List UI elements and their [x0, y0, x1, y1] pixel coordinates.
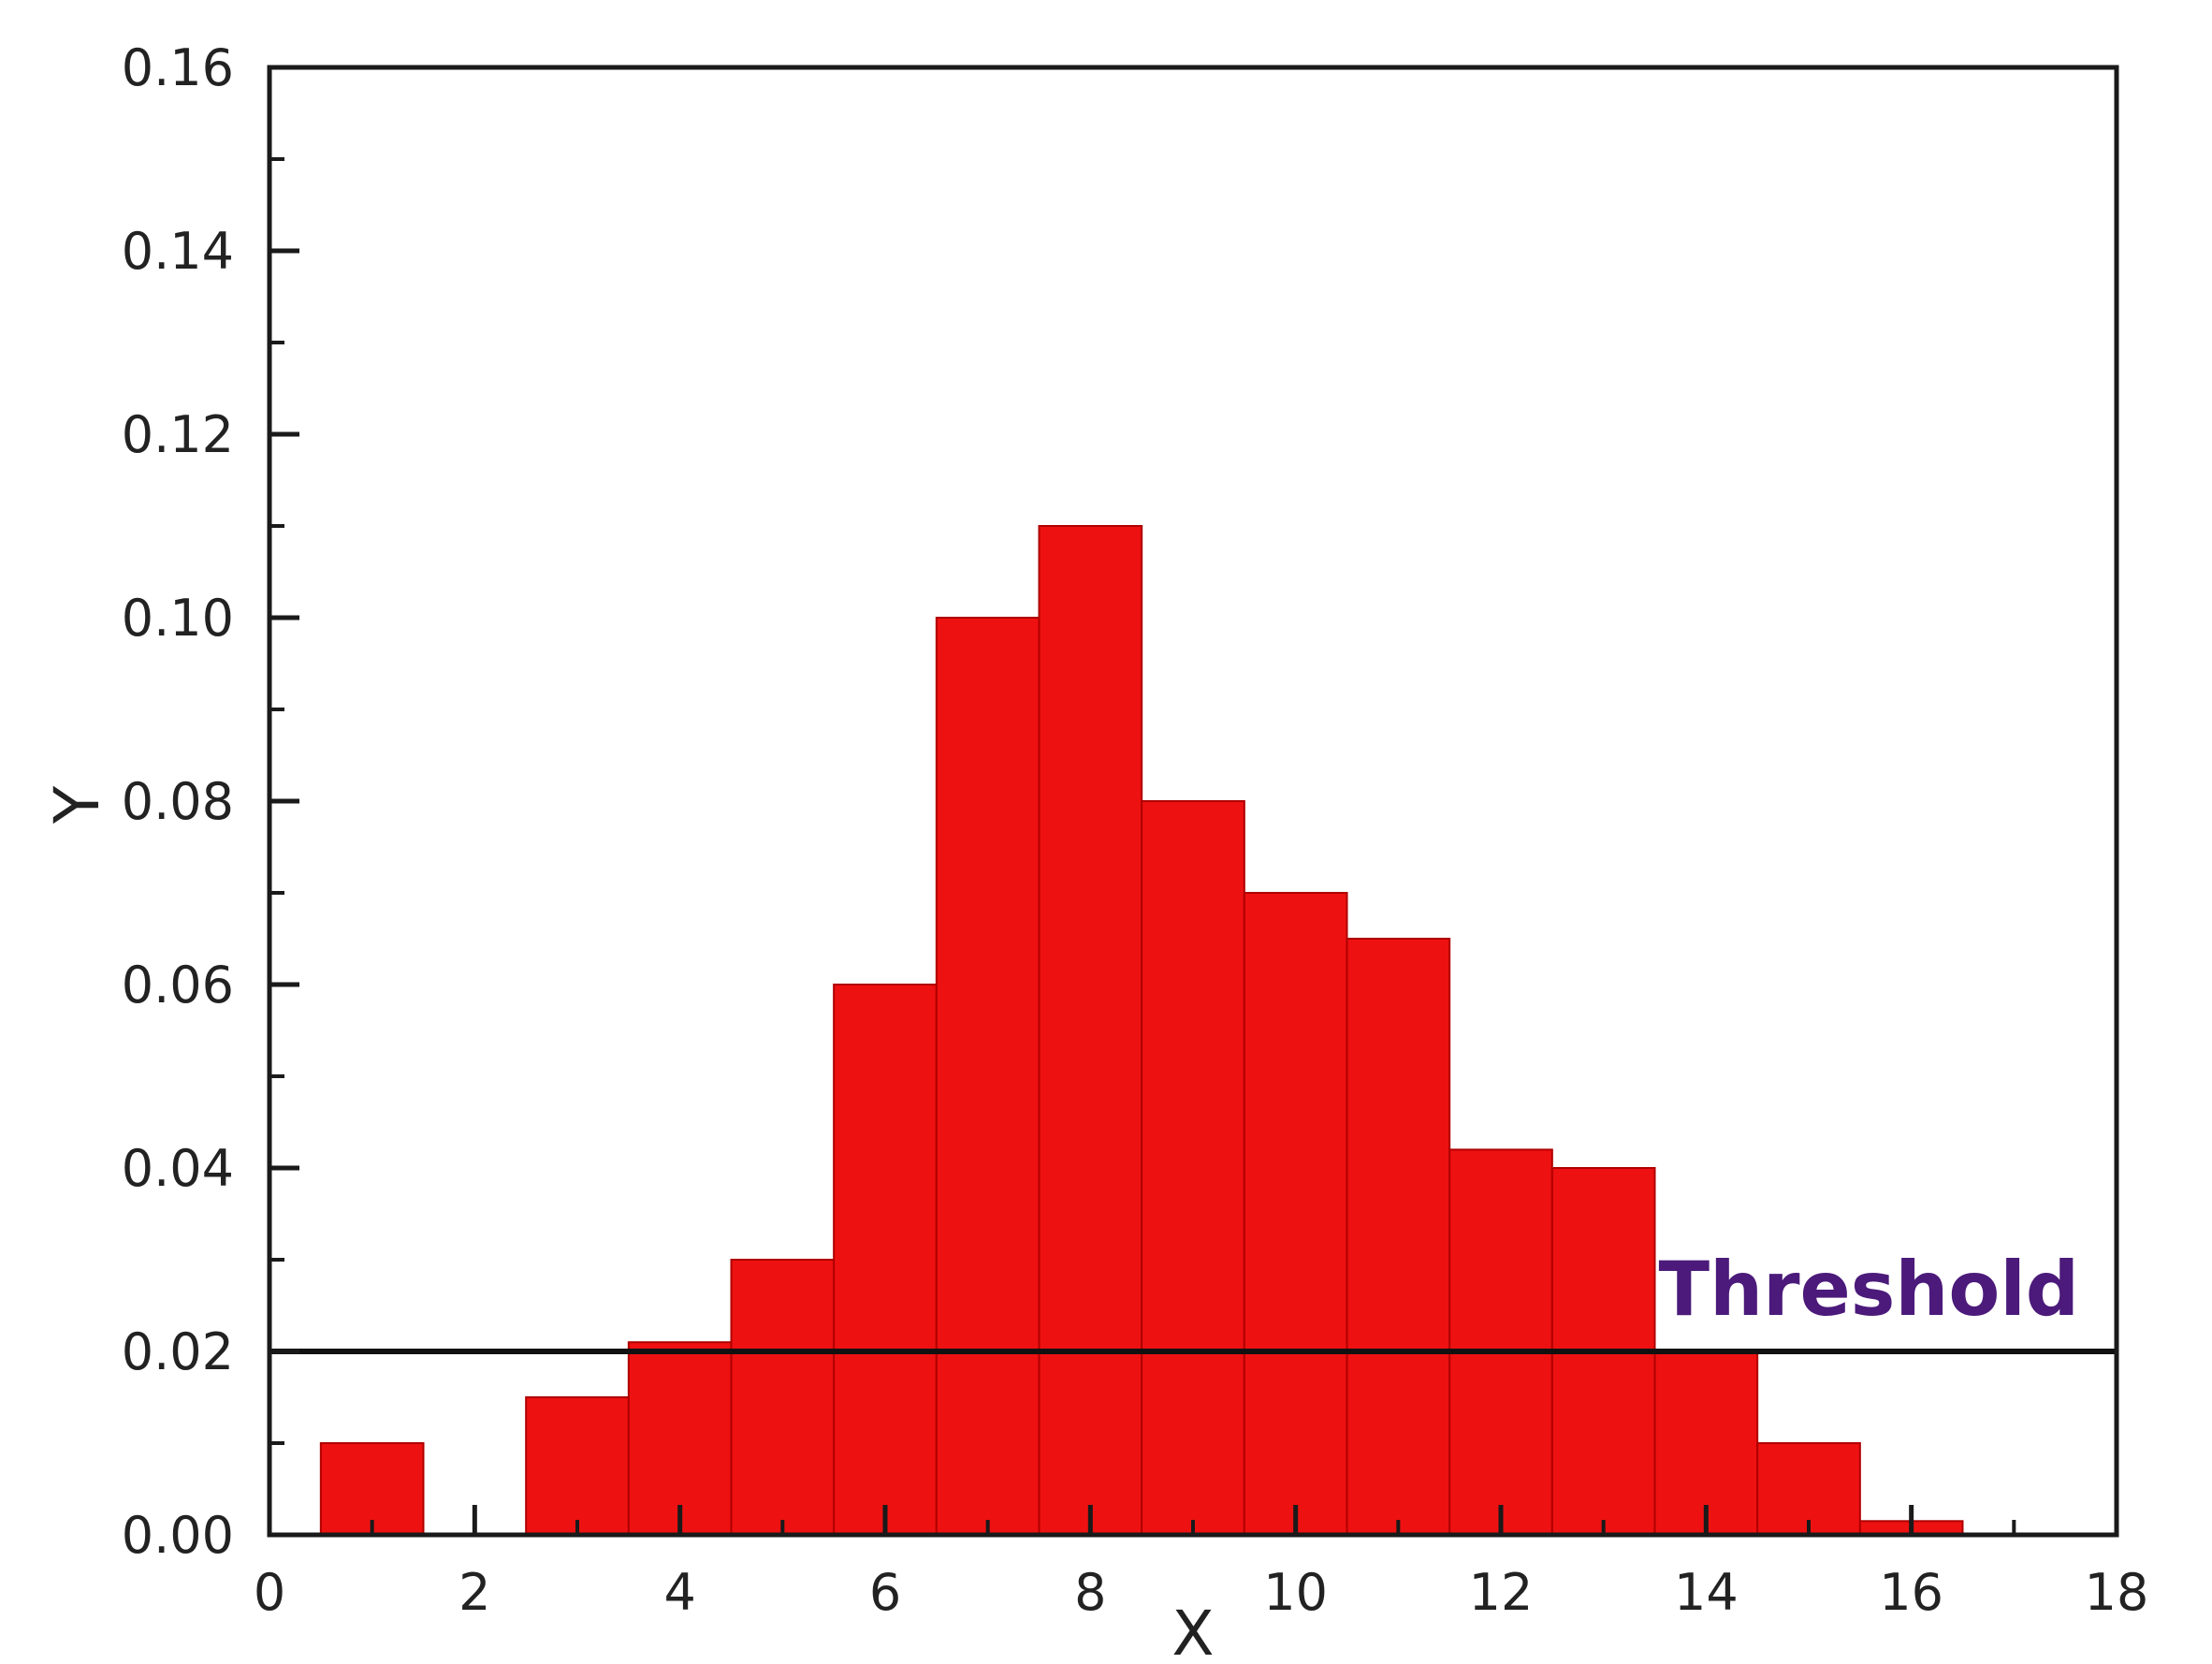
histogram-bar [1038, 525, 1143, 1536]
y-tick-label: 0.06 [122, 956, 234, 1014]
y-tick-label: 0.04 [122, 1139, 234, 1198]
x-tick-label: 16 [1879, 1563, 1943, 1622]
x-tick-label: 12 [1469, 1563, 1534, 1622]
histogram-bar [627, 1341, 733, 1536]
histogram-bar [833, 984, 938, 1536]
histogram-bar [319, 1442, 425, 1536]
y-tick-label: 0.02 [122, 1322, 234, 1381]
x-tick-label: 8 [1074, 1563, 1106, 1622]
histogram-bar [1141, 800, 1245, 1536]
x-tick-label: 6 [869, 1563, 901, 1622]
bars-layer [319, 525, 1964, 1537]
x-tick-label: 14 [1674, 1563, 1739, 1622]
histogram-bar [1243, 892, 1348, 1536]
axes-layer [267, 65, 2119, 1538]
threshold-label: Threshold [1659, 1246, 2079, 1333]
histogram-bar [730, 1259, 836, 1536]
labels-layer: Threshold 0 2 4 6 8 10 12 14 16 18 0.00 0.02 0.04 0.06… [41, 38, 2149, 1664]
x-tick-label: 4 [663, 1563, 695, 1622]
histogram-bar [1346, 938, 1451, 1536]
histogram-bar [1653, 1350, 1759, 1536]
y-axis-label: Y [41, 785, 113, 825]
y-tick-label: 0.00 [122, 1506, 234, 1565]
x-tick-label: 2 [458, 1563, 490, 1622]
histogram-bar [935, 617, 1041, 1536]
y-tick-label: 0.08 [122, 772, 234, 831]
x-axis-label: X [1171, 1598, 1214, 1659]
y-tick-label: 0.10 [122, 589, 234, 648]
histogram-bar [525, 1396, 630, 1536]
histogram-bar [1448, 1148, 1553, 1537]
x-tick-label: 18 [2085, 1563, 2149, 1622]
y-tick-label: 0.16 [122, 38, 234, 97]
y-tick-label: 0.12 [122, 405, 234, 464]
x-tick-label: 10 [1263, 1563, 1328, 1622]
x-tick-label: 0 [254, 1563, 285, 1622]
y-tick-label: 0.14 [122, 222, 234, 281]
